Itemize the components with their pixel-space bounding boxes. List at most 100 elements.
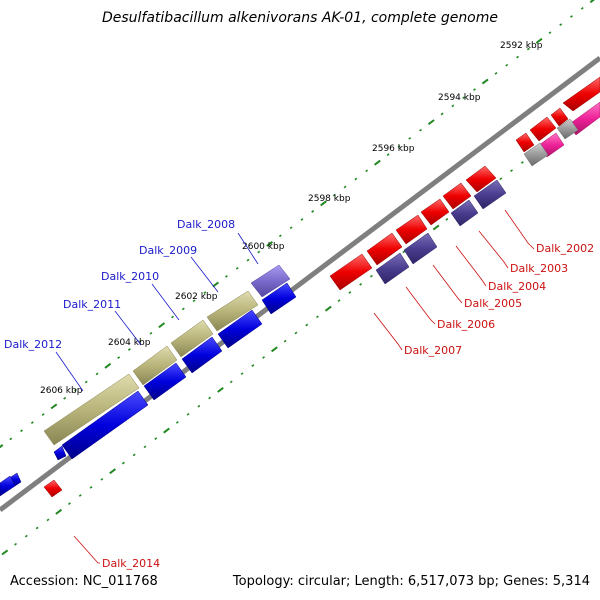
gene-arrow[interactable]	[523, 142, 549, 167]
minor-tick	[520, 161, 524, 164]
gene-label[interactable]: Dalk_2005	[464, 297, 522, 310]
gene-label[interactable]: Dalk_2010	[101, 270, 159, 283]
accession-text: Accession: NC_011768	[10, 574, 158, 589]
minor-tick	[462, 96, 466, 100]
gene-label[interactable]: Dalk_2012	[4, 338, 62, 351]
tick-label: 2596 kbp	[372, 144, 415, 154]
major-tick	[271, 346, 278, 353]
minor-tick	[251, 364, 255, 367]
gene-arrow-dalk-2003[interactable]	[442, 182, 472, 210]
gene-arrow-dalk-2006[interactable]	[366, 232, 403, 266]
major-tick	[109, 468, 116, 475]
tick-track-outer	[0, 0, 595, 449]
minor-tick	[127, 348, 131, 351]
gene-arrow[interactable]	[143, 362, 187, 401]
leader-line	[237, 232, 259, 265]
map-title: Desulfatibacillum alkenivorans AK-01, co…	[102, 10, 498, 26]
major-tick	[374, 159, 381, 166]
minor-tick	[505, 63, 509, 67]
gene-label[interactable]: Dalk_2011	[63, 298, 121, 311]
minor-tick	[95, 372, 99, 376]
minor-tick	[354, 177, 358, 181]
gene-arrow[interactable]	[181, 336, 223, 374]
minor-tick	[46, 518, 50, 522]
gene-arrow-dalk-2014[interactable]	[43, 479, 63, 498]
minor-tick	[311, 210, 315, 213]
gene-arrow[interactable]	[261, 282, 297, 315]
gene-arrow[interactable]	[375, 252, 410, 285]
minor-tick	[397, 145, 401, 148]
major-tick	[0, 444, 4, 449]
minor-tick	[154, 437, 158, 441]
minor-tick	[78, 494, 82, 497]
leader-line	[405, 286, 436, 325]
gene-arrow[interactable]	[61, 390, 149, 460]
minor-tick	[343, 185, 347, 189]
gene-label[interactable]: Dalk_2014	[102, 557, 160, 570]
minor-tick	[526, 47, 530, 51]
gene-arrow[interactable]	[217, 309, 263, 349]
minor-tick	[138, 340, 142, 343]
major-tick	[1, 549, 9, 556]
gene-label[interactable]: Dalk_2007	[404, 344, 462, 357]
forward-strand-genes	[43, 76, 600, 446]
minor-tick	[149, 331, 153, 335]
gene-label[interactable]: Dalk_2002	[536, 242, 594, 255]
minor-tick	[337, 299, 341, 302]
gene-label[interactable]: Dalk_2004	[488, 280, 546, 293]
minor-tick	[171, 315, 174, 319]
tick-label: 2604 kbp	[108, 338, 151, 348]
gene-arrow-dalk-2002[interactable]	[465, 165, 497, 193]
minor-tick	[68, 502, 71, 506]
minor-tick	[494, 71, 498, 75]
minor-tick	[229, 380, 233, 384]
gene-arrow-dalk-2008[interactable]	[250, 264, 291, 298]
major-tick	[481, 78, 489, 85]
minor-tick	[359, 282, 363, 286]
minor-tick	[63, 396, 67, 400]
gene-arrow[interactable]	[53, 445, 67, 461]
tick-track-inner	[1, 102, 600, 556]
major-tick	[266, 241, 273, 247]
gene-label[interactable]: Dalk_2009	[139, 244, 197, 257]
gene-arrow-dalk-2010[interactable]	[170, 319, 214, 358]
minor-tick	[570, 15, 573, 18]
gene-label[interactable]: Dalk_2008	[177, 218, 235, 231]
tick-label: 2594 kbp	[438, 93, 481, 103]
minor-tick	[9, 437, 13, 441]
minor-tick	[580, 6, 584, 10]
minor-tick	[186, 412, 190, 416]
gene-arrow[interactable]	[403, 232, 438, 265]
gene-arrow[interactable]	[515, 132, 535, 153]
minor-tick	[14, 542, 17, 546]
gene-arrow[interactable]	[450, 199, 479, 227]
major-tick	[50, 403, 58, 410]
major-tick	[320, 200, 327, 207]
gene-arrow[interactable]	[550, 107, 569, 127]
gene-label[interactable]: Dalk_2003	[510, 262, 568, 275]
gene-arrow[interactable]	[556, 118, 579, 140]
minor-tick	[386, 153, 390, 156]
minor-tick	[305, 323, 309, 327]
gene-arrow-dalk-2007[interactable]	[329, 253, 373, 291]
gene-arrow-dalk-2011[interactable]	[132, 345, 178, 386]
minor-tick	[74, 388, 77, 392]
tick-label: 2600 kbp	[242, 242, 285, 252]
gene-arrow[interactable]	[10, 472, 22, 487]
gene-arrow-dalk-2009[interactable]	[206, 290, 259, 332]
minor-tick	[143, 445, 147, 449]
gene-arrow[interactable]	[473, 179, 507, 210]
minor-tick	[24, 534, 28, 538]
tick-label: 2602 kbp	[175, 292, 218, 302]
gene-arrow[interactable]	[529, 116, 557, 142]
minor-tick	[419, 128, 422, 132]
gene-arrow-dalk-2012[interactable]	[43, 373, 140, 446]
gene-arrow[interactable]	[562, 76, 600, 112]
gene-label[interactable]: Dalk_2006	[437, 318, 495, 331]
gene-arrow-dalk-2004[interactable]	[420, 198, 450, 226]
minor-tick	[402, 250, 406, 254]
minor-tick	[300, 218, 304, 221]
leader-line	[73, 535, 100, 564]
minor-tick	[516, 55, 519, 59]
gene-arrow-dalk-2005[interactable]	[395, 214, 428, 245]
